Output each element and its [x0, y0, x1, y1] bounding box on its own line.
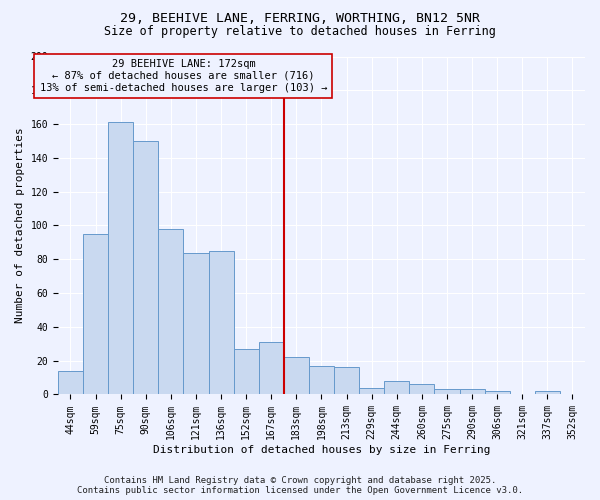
Bar	[108, 122, 133, 394]
Bar	[460, 390, 485, 394]
Y-axis label: Number of detached properties: Number of detached properties	[15, 128, 25, 324]
Bar	[83, 234, 108, 394]
Text: 29 BEEHIVE LANE: 172sqm
← 87% of detached houses are smaller (716)
13% of semi-d: 29 BEEHIVE LANE: 172sqm ← 87% of detache…	[40, 60, 327, 92]
Bar	[359, 388, 384, 394]
Bar	[309, 366, 334, 394]
Text: Size of property relative to detached houses in Ferring: Size of property relative to detached ho…	[104, 25, 496, 38]
Text: Contains HM Land Registry data © Crown copyright and database right 2025.
Contai: Contains HM Land Registry data © Crown c…	[77, 476, 523, 495]
Bar	[334, 368, 359, 394]
X-axis label: Distribution of detached houses by size in Ferring: Distribution of detached houses by size …	[153, 445, 490, 455]
Bar	[535, 391, 560, 394]
Bar	[259, 342, 284, 394]
Bar	[409, 384, 434, 394]
Bar	[58, 371, 83, 394]
Bar	[209, 251, 233, 394]
Bar	[158, 229, 184, 394]
Bar	[133, 141, 158, 395]
Bar	[434, 390, 460, 394]
Text: 29, BEEHIVE LANE, FERRING, WORTHING, BN12 5NR: 29, BEEHIVE LANE, FERRING, WORTHING, BN1…	[120, 12, 480, 26]
Bar	[485, 391, 510, 394]
Bar	[184, 252, 209, 394]
Bar	[233, 349, 259, 395]
Bar	[284, 358, 309, 395]
Bar	[384, 381, 409, 394]
